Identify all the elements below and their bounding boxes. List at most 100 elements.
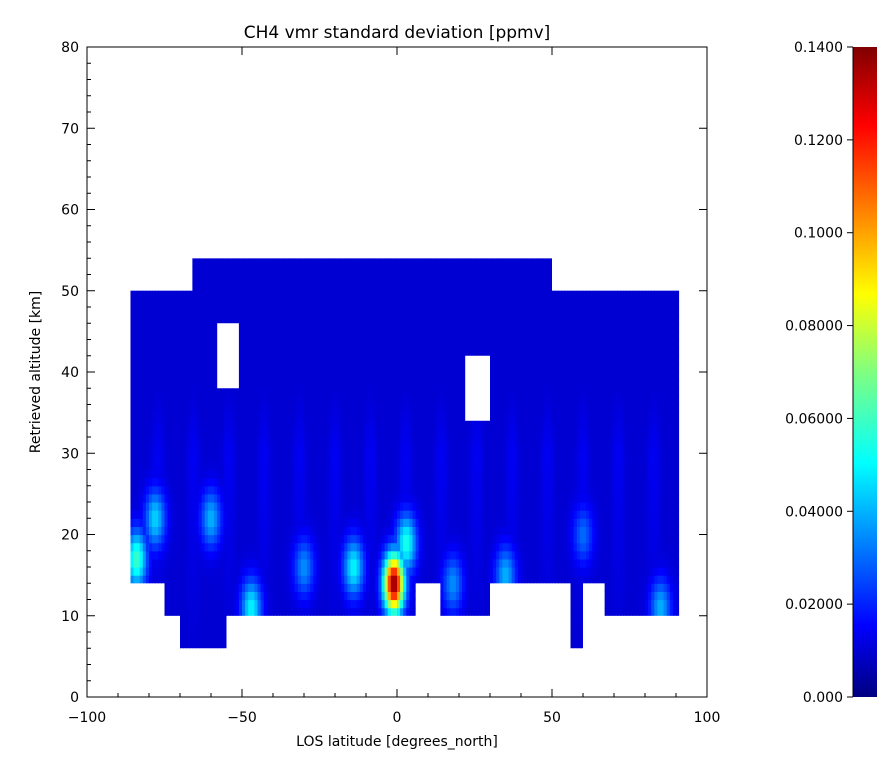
heatmap-cell: [136, 274, 141, 284]
heatmap-cell: [207, 428, 212, 438]
heatmap-cell: [291, 428, 296, 438]
heatmap-cell: [350, 396, 355, 406]
heatmap-cell: [328, 550, 333, 560]
heatmap-cell: [421, 420, 426, 430]
heatmap-cell: [310, 380, 314, 389]
heatmap-cell: [130, 526, 135, 536]
heatmap-cell: [412, 599, 417, 609]
heatmap-cell: [220, 445, 224, 454]
heatmap-cell: [338, 437, 342, 446]
heatmap-cell: [347, 420, 352, 430]
heatmap-cell: [428, 526, 432, 536]
heatmap-cell: [288, 632, 293, 641]
heatmap-cell: [310, 355, 314, 365]
heatmap-cell: [282, 315, 286, 324]
heatmap-cell: [232, 396, 237, 406]
heatmap-cell: [362, 469, 367, 479]
heatmap-cell: [180, 558, 184, 568]
heatmap-cell: [145, 453, 150, 462]
heatmap-cell: [149, 266, 153, 276]
heatmap-cell: [387, 396, 392, 406]
heatmap-cell: [170, 518, 175, 527]
heatmap-cell: [378, 298, 383, 308]
heatmap-cell: [220, 640, 224, 649]
heatmap-cell: [387, 615, 392, 625]
heatmap-cell: [192, 437, 197, 446]
heatmap-cell: [393, 290, 398, 300]
heatmap-cell: [356, 331, 361, 341]
heatmap-cell: [161, 331, 166, 341]
heatmap-cell: [238, 258, 243, 267]
heatmap-cell: [325, 623, 330, 633]
heatmap-cell: [276, 477, 280, 487]
heatmap-cell: [186, 542, 190, 552]
heatmap-cell: [428, 615, 432, 625]
heatmap-cell: [155, 510, 159, 519]
heatmap-cell: [387, 461, 392, 471]
heatmap-cell: [285, 282, 290, 292]
heatmap-cell: [437, 518, 441, 527]
heatmap-cell: [288, 298, 293, 308]
heatmap-cell: [437, 485, 441, 495]
heatmap-cell: [164, 510, 169, 519]
heatmap-cell: [211, 502, 215, 511]
heatmap-cell: [220, 558, 224, 568]
heatmap-cell: [369, 396, 373, 406]
heatmap-cell: [189, 298, 193, 308]
heatmap-cell: [133, 315, 138, 324]
heatmap-cell: [378, 510, 383, 519]
heatmap-cell: [285, 493, 290, 503]
heatmap-cell: [189, 632, 193, 641]
heatmap-cell: [335, 290, 339, 300]
heatmap-cell: [328, 266, 333, 276]
heatmap-cell: [149, 583, 153, 592]
heatmap-cell: [366, 274, 370, 284]
heatmap-cell: [186, 396, 190, 406]
heatmap-cell: [341, 583, 345, 592]
heatmap-cell: [130, 420, 135, 430]
heatmap-cell: [372, 258, 376, 267]
heatmap-cell: [180, 298, 184, 308]
heatmap-cell: [167, 258, 172, 267]
heatmap-cell: [316, 347, 321, 357]
heatmap-cell: [220, 591, 224, 601]
heatmap-cell: [372, 615, 376, 625]
heatmap-cell: [319, 542, 324, 552]
heatmap-cell: [387, 380, 392, 389]
heatmap-cell: [446, 550, 451, 560]
heatmap-cell: [251, 355, 255, 365]
heatmap-cell: [393, 632, 398, 641]
heatmap-cell: [229, 550, 234, 560]
heatmap-cell: [381, 534, 386, 544]
heatmap-cell: [288, 380, 293, 389]
heatmap-cell: [217, 428, 221, 438]
heatmap-cell: [362, 615, 367, 625]
heatmap-cell: [434, 623, 438, 633]
heatmap-cell: [183, 290, 187, 300]
heatmap-cell: [331, 550, 336, 560]
heatmap-cell: [142, 412, 147, 422]
heatmap-cell: [409, 420, 414, 430]
heatmap-cell: [375, 583, 379, 592]
heatmap-cell: [266, 640, 271, 649]
heatmap-cell: [133, 591, 138, 601]
heatmap-cell: [412, 315, 417, 324]
heatmap-cell: [387, 298, 392, 308]
heatmap-cell: [133, 558, 138, 568]
heatmap-cell: [406, 388, 410, 397]
heatmap-cell: [338, 558, 342, 568]
heatmap-cell: [266, 420, 271, 430]
heatmap-cell: [186, 640, 190, 649]
heatmap-cell: [331, 575, 336, 584]
heatmap-cell: [254, 575, 259, 584]
heatmap-cell: [266, 396, 271, 406]
heatmap-cell: [238, 323, 243, 332]
heatmap-cell: [223, 298, 228, 308]
heatmap-cell: [238, 355, 243, 365]
heatmap-cell: [273, 453, 277, 462]
heatmap-cell: [322, 420, 327, 430]
heatmap-cell: [372, 420, 376, 430]
heatmap-cell: [167, 534, 172, 544]
heatmap-cell: [189, 461, 193, 471]
heatmap-cell: [393, 412, 398, 422]
